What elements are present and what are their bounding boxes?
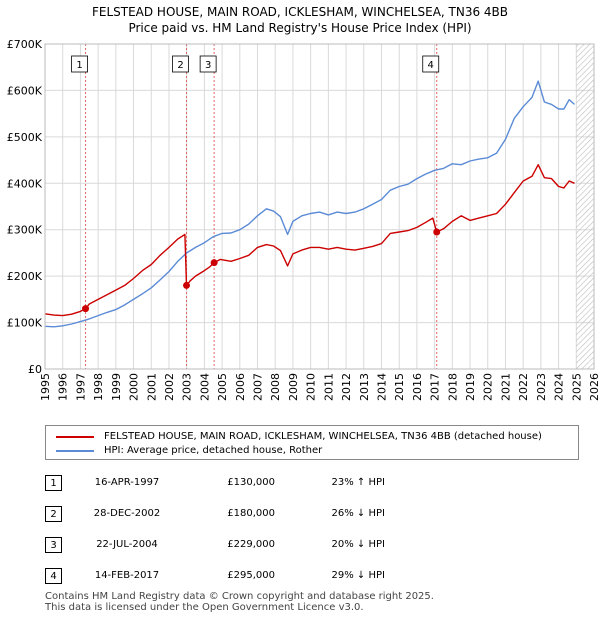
- sale-price: £229,000: [227, 539, 275, 550]
- x-tick-label: 2022: [517, 373, 530, 401]
- hpi-series-line: [44, 80, 575, 328]
- x-tick-label: 2010: [305, 373, 318, 401]
- footer-attribution: Contains HM Land Registry data © Crown c…: [45, 591, 434, 613]
- sale-number: 4: [45, 568, 62, 584]
- sale-marker-box: [71, 55, 88, 73]
- x-tick-label: 2025: [570, 373, 583, 401]
- legend-swatch-hpi: [56, 450, 94, 452]
- sale-marker-label: 4: [428, 60, 434, 71]
- x-tick-label: 2007: [252, 373, 265, 401]
- sale-point: [82, 305, 90, 313]
- x-tick-label: 2023: [535, 373, 548, 401]
- y-tick-label: £600K: [7, 84, 43, 97]
- sale-row: 3 22-JUL-2004 £229,000 20% ↓ HPI: [45, 537, 585, 555]
- x-tick-label: 2020: [482, 373, 495, 401]
- sale-number: 2: [45, 506, 62, 522]
- sale-marker-box: [422, 55, 440, 73]
- x-tick-label: 2026: [588, 373, 600, 401]
- footer-copyright: Contains HM Land Registry data © Crown c…: [45, 591, 434, 602]
- sale-row: 1 16-APR-1997 £130,000 23% ↑ HPI: [45, 475, 585, 493]
- footer-licence: This data is licensed under the Open Gov…: [45, 602, 364, 613]
- sale-date: 22-JUL-2004: [96, 539, 158, 550]
- sale-hpi-diff: 29% ↓ HPI: [331, 570, 385, 581]
- sale-date: 14-FEB-2017: [94, 570, 160, 581]
- sale-marker-label: 3: [205, 60, 211, 71]
- y-tick-label: £400K: [7, 177, 43, 190]
- sale-row: 2 28-DEC-2002 £180,000 26% ↓ HPI: [45, 506, 585, 524]
- sale-hpi-diff: 26% ↓ HPI: [331, 508, 385, 519]
- title-address: FELSTEAD HOUSE, MAIN ROAD, ICKLESHAM, WI…: [91, 5, 509, 19]
- price-chart: 1 2 3 4 £0 £100K £200K £300K £400K £500K £600K £700…: [7, 38, 600, 401]
- x-tick-label: 1998: [92, 373, 105, 401]
- x-tick-label: 2013: [358, 373, 371, 401]
- x-tick-label: 1995: [39, 373, 52, 401]
- x-tick-label: 1997: [74, 373, 87, 401]
- chart-title: FELSTEAD HOUSE, MAIN ROAD, ICKLESHAM, WI…: [0, 4, 600, 36]
- title-subtitle: Price paid vs. HM Land Registry's House …: [128, 21, 472, 35]
- sale-row: 4 14-FEB-2017 £295,000 29% ↓ HPI: [45, 568, 585, 586]
- sale-price: £295,000: [227, 570, 275, 581]
- property-series-line: [44, 163, 575, 317]
- x-tick-label: 2002: [163, 373, 176, 401]
- x-tick-label: 2018: [446, 373, 459, 401]
- sale-date: 16-APR-1997: [94, 477, 160, 488]
- x-tick-label: 2021: [499, 373, 512, 401]
- sale-date: 28-DEC-2002: [93, 508, 161, 519]
- x-tick-label: 2004: [198, 373, 211, 401]
- x-tick-label: 2024: [553, 373, 566, 401]
- x-tick-label: 2003: [181, 373, 194, 401]
- legend-label-property: FELSTEAD HOUSE, MAIN ROAD, ICKLESHAM, WI…: [104, 431, 542, 442]
- sale-marker-label: 2: [177, 60, 183, 71]
- sale-marker-label: 1: [76, 60, 82, 71]
- sale-price: £180,000: [227, 508, 275, 519]
- x-tick-label: 2015: [393, 373, 406, 401]
- forecast-hatch: [576, 44, 594, 369]
- x-tick-label: 2008: [269, 373, 282, 401]
- x-tick-label: 2005: [216, 373, 229, 401]
- x-tick-label: 2017: [429, 373, 442, 401]
- x-tick-label: 2011: [322, 373, 335, 401]
- x-tick-label: 2009: [287, 373, 300, 401]
- legend-swatch-property: [56, 436, 94, 438]
- sale-hpi-diff: 23% ↑ HPI: [331, 477, 385, 488]
- sale-number: 1: [45, 475, 62, 491]
- y-tick-label: £500K: [7, 131, 43, 144]
- legend-label-hpi: HPI: Average price, detached house, Roth…: [104, 445, 323, 456]
- x-tick-label: 2001: [145, 373, 158, 401]
- sale-price: £130,000: [227, 477, 275, 488]
- legend: FELSTEAD HOUSE, MAIN ROAD, ICKLESHAM, WI…: [45, 425, 579, 460]
- x-tick-label: 2019: [464, 373, 477, 401]
- sale-hpi-diff: 20% ↓ HPI: [331, 539, 385, 550]
- sale-number: 3: [45, 537, 62, 553]
- y-tick-label: £0: [28, 363, 42, 376]
- y-tick-label: £100K: [7, 317, 43, 330]
- y-tick-label: £700K: [7, 38, 43, 51]
- sale-marker-box: [172, 55, 189, 73]
- x-tick-label: 2012: [340, 373, 353, 401]
- x-tick-label: 1996: [57, 373, 70, 401]
- plot-area: [45, 44, 594, 369]
- sale-marker-box: [199, 55, 217, 73]
- y-tick-label: £300K: [7, 224, 43, 237]
- sale-point: [210, 259, 218, 267]
- x-tick-label: 1999: [110, 373, 123, 401]
- sale-point: [183, 281, 191, 289]
- x-tick-label: 2016: [411, 373, 424, 401]
- y-tick-label: £200K: [7, 270, 43, 283]
- x-tick-label: 2000: [128, 373, 141, 401]
- x-tick-label: 2014: [375, 373, 388, 401]
- sale-point: [433, 228, 441, 236]
- plot-border: [44, 43, 595, 370]
- x-tick-label: 2006: [234, 373, 247, 401]
